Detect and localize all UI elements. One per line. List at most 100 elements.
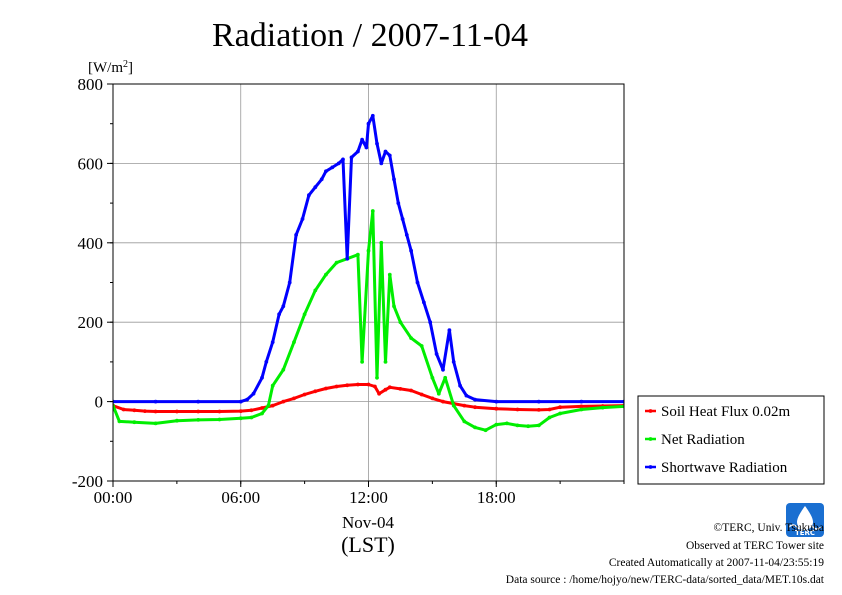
series-layer bbox=[113, 113, 624, 433]
y-tick-label: -200 bbox=[72, 472, 103, 491]
x-tick-labels: 00:00 06:00 12:00 18:00 bbox=[94, 488, 516, 507]
data-point-shortwave-radiation bbox=[441, 367, 445, 372]
data-point-soil-heat-flux-0-02m bbox=[387, 385, 392, 390]
data-point-net-radiation bbox=[366, 248, 371, 253]
data-point-soil-heat-flux-0-02m bbox=[377, 391, 382, 396]
data-point-net-radiation bbox=[360, 359, 365, 364]
terc-logo-icon: TERC bbox=[786, 503, 824, 537]
data-point-shortwave-radiation bbox=[260, 375, 264, 380]
data-point-net-radiation bbox=[494, 422, 499, 427]
data-point-shortwave-radiation bbox=[153, 399, 158, 404]
data-point-soil-heat-flux-0-02m bbox=[558, 405, 563, 410]
data-point-shortwave-radiation bbox=[366, 121, 371, 126]
data-point-net-radiation bbox=[153, 421, 158, 426]
footer-created: Created Automatically at 2007-11-04/23:5… bbox=[609, 557, 824, 569]
data-point-soil-heat-flux-0-02m bbox=[270, 403, 275, 408]
x-tick-label: 06:00 bbox=[221, 488, 260, 507]
data-point-soil-heat-flux-0-02m bbox=[313, 389, 318, 394]
data-point-shortwave-radiation bbox=[277, 312, 282, 317]
data-point-shortwave-radiation bbox=[379, 161, 384, 166]
data-point-shortwave-radiation bbox=[270, 340, 275, 345]
data-point-net-radiation bbox=[483, 428, 488, 433]
data-point-soil-heat-flux-0-02m bbox=[196, 409, 201, 414]
data-point-net-radiation bbox=[600, 405, 605, 410]
x-date-label: Nov-04 bbox=[342, 513, 394, 532]
data-point-shortwave-radiation bbox=[336, 161, 341, 166]
data-point-soil-heat-flux-0-02m bbox=[419, 392, 424, 397]
data-point-net-radiation bbox=[558, 411, 563, 416]
data-point-net-radiation bbox=[292, 340, 296, 345]
data-point-net-radiation bbox=[196, 417, 201, 422]
data-point-shortwave-radiation bbox=[622, 399, 624, 404]
data-point-shortwave-radiation bbox=[281, 304, 286, 309]
y-tick-label: 400 bbox=[78, 234, 104, 253]
data-point-soil-heat-flux-0-02m bbox=[441, 399, 445, 404]
data-point-soil-heat-flux-0-02m bbox=[409, 388, 414, 393]
data-point-shortwave-radiation bbox=[306, 193, 311, 198]
y-tick-label: 800 bbox=[78, 75, 104, 94]
y-tick-label: 200 bbox=[78, 313, 104, 332]
data-point-soil-heat-flux-0-02m bbox=[398, 386, 403, 391]
data-point-shortwave-radiation bbox=[473, 397, 477, 402]
y-tick-label: 0 bbox=[95, 393, 104, 412]
data-point-net-radiation bbox=[504, 421, 509, 426]
data-point-shortwave-radiation bbox=[251, 391, 256, 396]
data-point-soil-heat-flux-0-02m bbox=[132, 408, 137, 413]
data-point-net-radiation bbox=[392, 304, 396, 309]
data-point-shortwave-radiation bbox=[300, 217, 305, 221]
data-point-soil-heat-flux-0-02m bbox=[372, 384, 377, 389]
data-point-soil-heat-flux-0-02m bbox=[174, 409, 179, 414]
data-point-shortwave-radiation bbox=[313, 185, 318, 190]
data-point-net-radiation bbox=[462, 419, 467, 424]
data-point-soil-heat-flux-0-02m bbox=[355, 382, 360, 387]
data-point-net-radiation bbox=[398, 320, 403, 325]
data-point-shortwave-radiation bbox=[364, 145, 369, 150]
data-point-net-radiation bbox=[515, 423, 520, 428]
data-point-soil-heat-flux-0-02m bbox=[292, 396, 296, 401]
data-point-shortwave-radiation bbox=[375, 141, 379, 146]
data-point-soil-heat-flux-0-02m bbox=[366, 382, 371, 387]
legend-label-shortwave-radiation: Shortwave Radiation bbox=[661, 460, 788, 476]
data-point-soil-heat-flux-0-02m bbox=[536, 407, 541, 412]
data-point-soil-heat-flux-0-02m bbox=[515, 407, 520, 412]
data-point-shortwave-radiation bbox=[451, 359, 456, 364]
data-point-soil-heat-flux-0-02m bbox=[462, 403, 467, 408]
data-point-net-radiation bbox=[174, 418, 179, 423]
data-point-net-radiation bbox=[313, 288, 318, 293]
data-point-soil-heat-flux-0-02m bbox=[153, 409, 158, 414]
x-axis-label: (LST) bbox=[341, 532, 395, 557]
data-point-net-radiation bbox=[370, 209, 375, 213]
data-point-shortwave-radiation bbox=[409, 248, 414, 253]
data-point-net-radiation bbox=[117, 419, 122, 424]
data-point-net-radiation bbox=[281, 367, 286, 372]
data-point-shortwave-radiation bbox=[404, 232, 409, 237]
data-point-soil-heat-flux-0-02m bbox=[249, 408, 254, 413]
data-point-shortwave-radiation bbox=[323, 169, 328, 174]
data-point-net-radiation bbox=[473, 425, 477, 430]
data-point-shortwave-radiation bbox=[238, 399, 243, 404]
data-point-net-radiation bbox=[579, 407, 584, 412]
y-tick-labels: -200 0 200 400 600 800 bbox=[72, 75, 103, 491]
data-point-net-radiation bbox=[375, 375, 379, 380]
data-point-net-radiation bbox=[419, 344, 424, 348]
data-point-soil-heat-flux-0-02m bbox=[217, 409, 222, 414]
data-point-shortwave-radiation bbox=[341, 157, 345, 162]
x-tick-label: 18:00 bbox=[477, 488, 516, 507]
data-point-soil-heat-flux-0-02m bbox=[281, 399, 286, 404]
data-point-net-radiation bbox=[536, 423, 541, 428]
data-point-shortwave-radiation bbox=[458, 383, 463, 388]
data-point-net-radiation bbox=[238, 416, 243, 421]
data-point-shortwave-radiation bbox=[396, 201, 401, 206]
series-line-soil-heat-flux-0-02m bbox=[113, 383, 624, 413]
data-point-shortwave-radiation bbox=[415, 280, 420, 285]
data-point-shortwave-radiation bbox=[387, 153, 392, 158]
data-point-soil-heat-flux-0-02m bbox=[121, 407, 126, 412]
footer-observed: Observed at TERC Tower site bbox=[686, 540, 824, 552]
data-point-soil-heat-flux-0-02m bbox=[260, 406, 264, 410]
data-point-net-radiation bbox=[383, 359, 388, 364]
data-point-shortwave-radiation bbox=[536, 399, 541, 404]
legend-marker bbox=[648, 409, 653, 413]
footer-copyright: ©TERC, Univ. Tsukuba bbox=[714, 522, 824, 534]
data-point-net-radiation bbox=[451, 403, 456, 408]
